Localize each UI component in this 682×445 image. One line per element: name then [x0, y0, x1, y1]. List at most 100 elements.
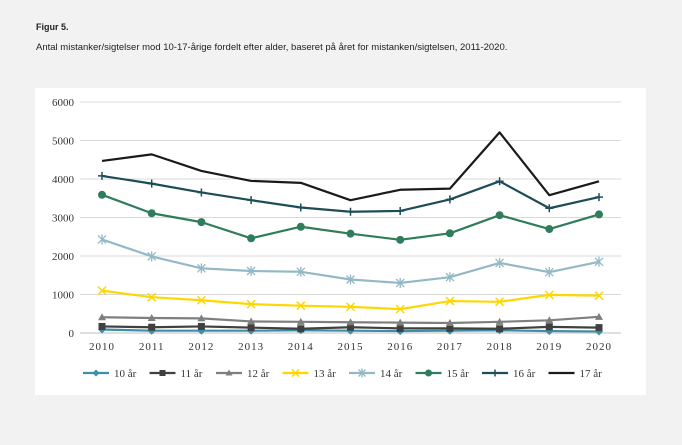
x-tick-label: 2010 [89, 341, 115, 353]
data-point [346, 318, 355, 326]
y-tick-label: 1000 [52, 290, 75, 302]
y-tick-label: 0 [69, 328, 75, 340]
data-point [345, 302, 356, 312]
series-15-år [98, 190, 603, 244]
y-tick-label: 5000 [52, 136, 75, 148]
x-tick-label: 2011 [139, 341, 165, 353]
data-point [147, 209, 156, 218]
data-point [148, 323, 156, 331]
data-point [98, 322, 106, 330]
data-point [246, 266, 256, 277]
data-point [595, 324, 603, 332]
data-point [196, 263, 206, 274]
series-line [101, 131, 600, 202]
y-tick-label: 6000 [52, 97, 75, 109]
data-point [92, 369, 100, 377]
data-point [98, 171, 106, 180]
legend-label: 13 år [314, 368, 337, 380]
y-tick-label: 2000 [52, 251, 75, 263]
data-point [98, 190, 106, 199]
data-point [445, 296, 455, 306]
data-point [291, 368, 300, 378]
data-point [98, 313, 106, 321]
legend-item: 10 år [83, 368, 137, 380]
series-13-år [97, 286, 604, 314]
data-point [247, 317, 256, 325]
series-12-år [98, 312, 603, 326]
data-point [595, 193, 603, 202]
data-point [197, 188, 206, 197]
x-tick-label: 2016 [387, 341, 413, 353]
data-point [247, 234, 256, 243]
data-point [147, 251, 157, 262]
x-tick-label: 2013 [238, 341, 264, 353]
data-point [247, 324, 255, 332]
data-point [425, 369, 432, 377]
series-line [101, 174, 600, 213]
data-point [445, 229, 454, 238]
data-point [545, 316, 554, 324]
data-point [545, 204, 554, 213]
y-tick-label: 4000 [52, 174, 75, 186]
data-point [491, 369, 499, 377]
data-point [296, 266, 306, 277]
data-point [545, 323, 553, 331]
data-point [346, 207, 355, 216]
legend-item: 13 år [282, 368, 337, 380]
x-tick-label: 2014 [288, 341, 314, 353]
data-point [396, 235, 405, 244]
data-point [159, 370, 166, 376]
data-point [445, 195, 454, 204]
data-point [358, 368, 366, 378]
data-point [544, 290, 554, 300]
data-point [396, 206, 405, 215]
series-11-år [98, 322, 603, 333]
legend-label: 16 år [513, 368, 536, 380]
x-tick-label: 2020 [586, 341, 612, 353]
data-point [496, 325, 504, 333]
legend-label: 17 år [580, 368, 603, 380]
data-point [445, 318, 454, 326]
data-point [197, 322, 205, 330]
legend-item: 16 år [482, 368, 536, 380]
data-point [247, 196, 256, 205]
y-tick-label: 3000 [52, 213, 75, 225]
data-point [246, 299, 256, 309]
data-point [197, 218, 206, 227]
data-point [495, 211, 504, 220]
data-point [545, 225, 554, 234]
data-point [495, 297, 505, 307]
series-16-år [98, 171, 603, 216]
data-point [495, 257, 505, 268]
chart-area: 0 1000 2000 3000 4000 5000 6000 2010 2011 2012 201… [35, 88, 646, 395]
x-tick-label: 2017 [437, 341, 463, 353]
data-point [347, 323, 354, 331]
legend-label: 15 år [447, 368, 470, 380]
legend-item: 15 år [415, 368, 470, 380]
data-point [225, 369, 233, 376]
data-point [595, 312, 603, 320]
data-point [395, 277, 405, 288]
data-point [147, 313, 156, 321]
series-17-år [101, 131, 600, 202]
data-point [296, 222, 305, 231]
data-point [446, 324, 454, 332]
x-tick-label: 2018 [487, 341, 513, 353]
data-point [296, 203, 305, 212]
data-point [396, 324, 404, 332]
legend-item: 11 år [149, 368, 203, 380]
data-point [594, 256, 604, 267]
x-tick-label: 2015 [338, 341, 364, 353]
legend-label: 14 år [380, 368, 403, 380]
data-point [495, 177, 504, 186]
data-point [396, 318, 405, 326]
legend-item: 14 år [349, 368, 403, 380]
data-point [495, 317, 504, 325]
data-point [147, 179, 156, 188]
data-point [197, 314, 206, 322]
data-point [297, 325, 305, 333]
legend-label: 10 år [114, 368, 137, 380]
legend-label: 11 år [181, 368, 203, 380]
figure-label: Figur 5. [36, 22, 69, 32]
